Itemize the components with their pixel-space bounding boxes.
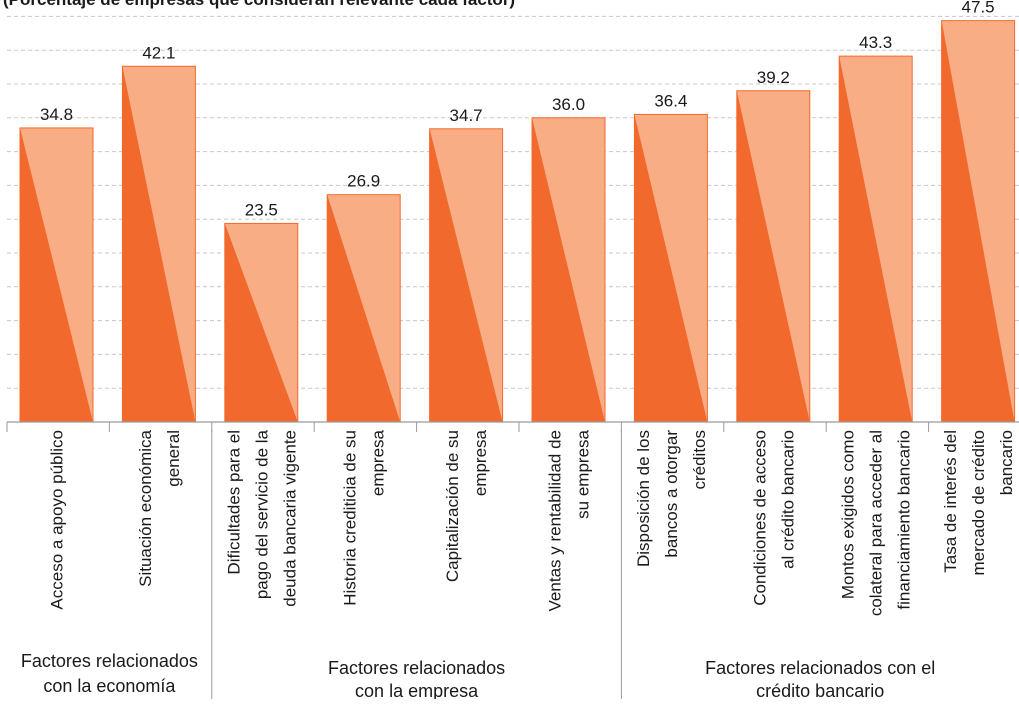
category-label-line: Capitalización de su [443,430,462,582]
group-label-line: crédito bancario [756,681,884,699]
category-label: Tasa de interés del mercado de crédito ban… [941,430,1016,576]
group-label-line: Factores relacionados [21,651,198,671]
data-label: 43.3 [859,33,892,52]
data-label: 26.9 [347,172,380,191]
bar-fill-dark [122,66,196,422]
category-label: Disposición de los bancos a otorgar crédit… [634,430,709,567]
bar-fill-dark [20,127,93,422]
category-label-line: mercado de crédito [969,430,988,576]
category-label: Ventas y rentabilidad de su empresa [546,429,593,611]
category-label-line: Situación económica [136,429,155,586]
category-label: Acceso a apoyo público [48,430,67,610]
bar [633,113,708,423]
data-label: 34.8 [40,105,73,124]
bar-fill-dark [941,20,1015,422]
bar [429,128,504,423]
bar [838,55,913,423]
category-label-line: empresa [369,429,388,496]
bar-fill-dark [327,194,401,422]
chart-header-fragment: (Porcentaje de empresas que consideran r… [3,0,515,9]
category-label: Historia crediticia de su empresa [341,429,388,605]
category-label-line: Montos exigidos como [839,430,858,599]
bar-fill-dark [634,114,708,423]
category-label-line: bancario [997,430,1016,495]
category-label-line: deuda bancaria vigente [280,430,299,607]
category-label: Dificultades para el pago del servicio de… [224,429,299,606]
bar [224,222,299,423]
group-label-line: con la empresa [355,681,479,699]
group-label: Factores relacionados con la empresa [328,658,505,699]
data-label: 47.5 [962,0,995,17]
bar [326,194,401,423]
category-label-line: Historia crediticia de su [341,430,360,606]
bar-fill-dark [532,117,605,423]
data-label: 39.2 [757,68,790,87]
category-label-line: general [164,430,183,487]
bar [121,65,196,423]
data-label: 34.7 [450,106,483,125]
category-label-line: su empresa [574,429,593,518]
category-label-line: al crédito bancario [778,430,797,569]
bar [19,127,94,423]
data-label: 36.0 [552,95,585,114]
group-label-line: con la economía [43,676,176,696]
category-label-line: Ventas y rentabilidad de [546,430,565,611]
category-label-line: Dificultades para el [224,430,243,575]
data-label: 36.4 [654,91,687,110]
category-label-line: Disposición de los [634,430,653,567]
category-label-line: pago del servicio de la [252,429,271,599]
category-label-line: colateral para acceder al [867,430,886,616]
group-label: Factores relacionados con la economía [21,651,198,696]
category-label: Montos exigidos como colateral para acced… [839,430,914,616]
category-label-line: empresa [471,429,490,496]
category-label-line: Condiciones de acceso [750,430,769,606]
category-label: Capitalización de su empresa [443,429,490,582]
category-label: Condiciones de acceso al crédito bancario [750,430,797,606]
bar [531,117,606,423]
category-label-line: Acceso a apoyo público [48,430,67,610]
category-label-line: Tasa de interés del [941,430,960,573]
data-label: 42.1 [142,43,175,62]
category-label-line: financiamiento bancario [895,430,914,610]
group-label-line: Factores relacionados [328,658,505,678]
bar [736,90,811,423]
bar-fill-dark [429,128,503,422]
bar-fill-dark [224,223,298,422]
bar-fill-dark [839,56,913,423]
group-label-line: Factores relacionados con el [705,658,935,678]
data-label: 23.5 [245,200,278,219]
category-label-line: créditos [690,430,709,490]
category-label-line: bancos a otorgar [662,430,681,558]
group-label: Factores relacionados con el crédito banc… [705,658,935,699]
bar-fill-dark [736,90,810,422]
category-label: Situación económica general [136,429,183,586]
bar [941,20,1016,423]
